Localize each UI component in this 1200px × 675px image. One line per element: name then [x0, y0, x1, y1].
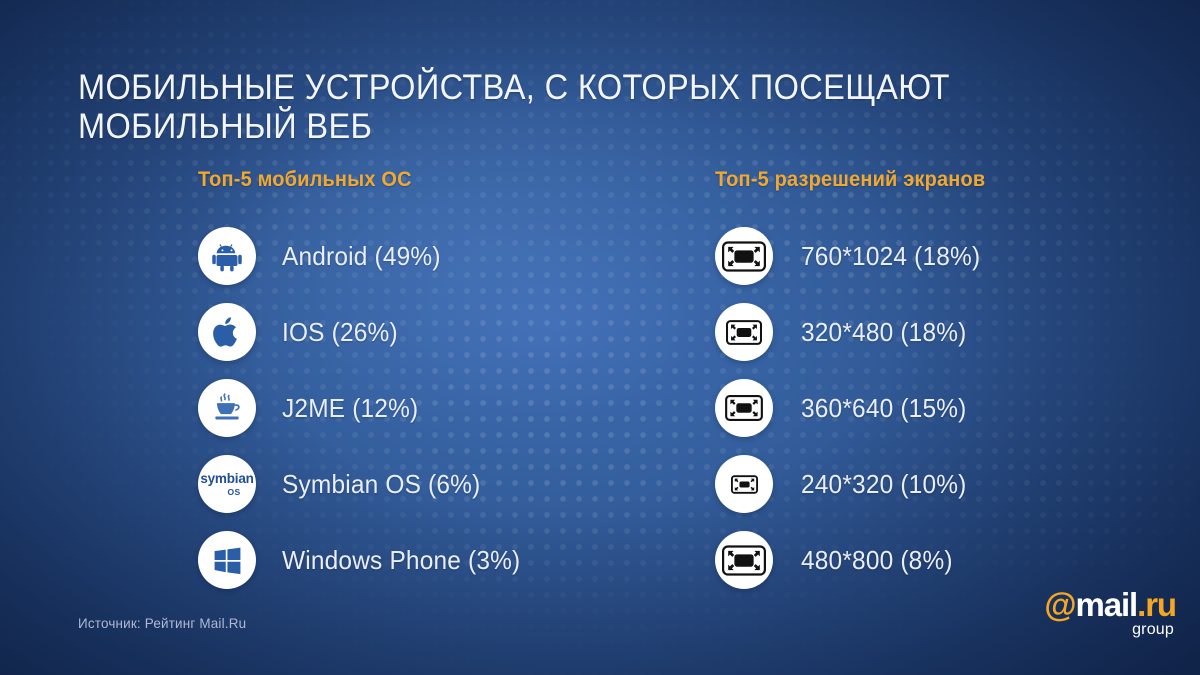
- list-item[interactable]: 480*800 (8%): [715, 522, 1175, 598]
- list-screen-resolutions: 760*1024 (18%) 320*480 (1: [715, 218, 1175, 598]
- list-item-label: 320*480 (18%): [801, 316, 967, 347]
- list-item[interactable]: J2ME (12%): [198, 370, 678, 446]
- logo-ru-text: .ru: [1137, 586, 1177, 623]
- symbian-icon: symbian OS: [198, 455, 256, 513]
- logo-group-text: group: [1132, 621, 1174, 638]
- symbian-wordmark: symbian: [200, 471, 254, 486]
- list-item-label: Symbian OS (6%): [282, 468, 481, 499]
- list-item[interactable]: 320*480 (18%): [715, 294, 1175, 370]
- apple-icon: [198, 303, 256, 361]
- column-title-screen-resolutions: Топ-5 разрешений экранов: [715, 168, 986, 191]
- java-coffee-icon: [198, 379, 256, 437]
- list-item-label: 360*640 (15%): [801, 392, 967, 423]
- list-item[interactable]: Android (49%): [198, 218, 678, 294]
- windows-icon: [198, 531, 256, 589]
- list-item-label: Android (49%): [282, 240, 441, 271]
- android-icon: [198, 227, 256, 285]
- list-item-label: Windows Phone (3%): [282, 544, 521, 575]
- screen-resolution-icon: [715, 303, 773, 361]
- list-mobile-os: Android (49%) IOS (26%): [198, 218, 678, 598]
- screen-resolution-icon: [715, 379, 773, 437]
- list-item[interactable]: IOS (26%): [198, 294, 678, 370]
- list-item[interactable]: 760*1024 (18%): [715, 218, 1175, 294]
- at-sign-icon: @: [1044, 586, 1076, 623]
- list-item-label: 480*800 (8%): [801, 544, 953, 575]
- source-attribution: Источник: Рейтинг Mail.Ru: [78, 615, 247, 631]
- list-item-label: J2ME (12%): [282, 392, 419, 423]
- list-item[interactable]: 240*320 (10%): [715, 446, 1175, 522]
- screen-resolution-icon: [715, 531, 773, 589]
- column-mobile-os: Топ-5 мобильных ОС: [198, 168, 678, 598]
- list-item-label: 760*1024 (18%): [801, 240, 981, 271]
- list-item-label: IOS (26%): [282, 316, 398, 347]
- logo-wordmark: @mail.ru: [1044, 586, 1177, 623]
- list-item-label: 240*320 (10%): [801, 468, 967, 499]
- list-item[interactable]: symbian OS Symbian OS (6%): [198, 446, 678, 522]
- symbian-os-suffix: OS: [227, 486, 241, 497]
- screen-resolution-icon: [715, 227, 773, 285]
- column-title-mobile-os: Топ-5 мобильных ОС: [198, 168, 412, 191]
- mailru-group-logo[interactable]: @mail.ru group: [1044, 586, 1177, 639]
- screen-resolution-icon: [715, 455, 773, 513]
- column-screen-resolutions: Топ-5 разрешений экранов 76: [715, 168, 1175, 598]
- logo-mail-text: mail: [1075, 586, 1138, 623]
- list-item[interactable]: 360*640 (15%): [715, 370, 1175, 446]
- list-item[interactable]: Windows Phone (3%): [198, 522, 678, 598]
- page-title: Мобильные устройства, с которых посещают…: [78, 68, 950, 146]
